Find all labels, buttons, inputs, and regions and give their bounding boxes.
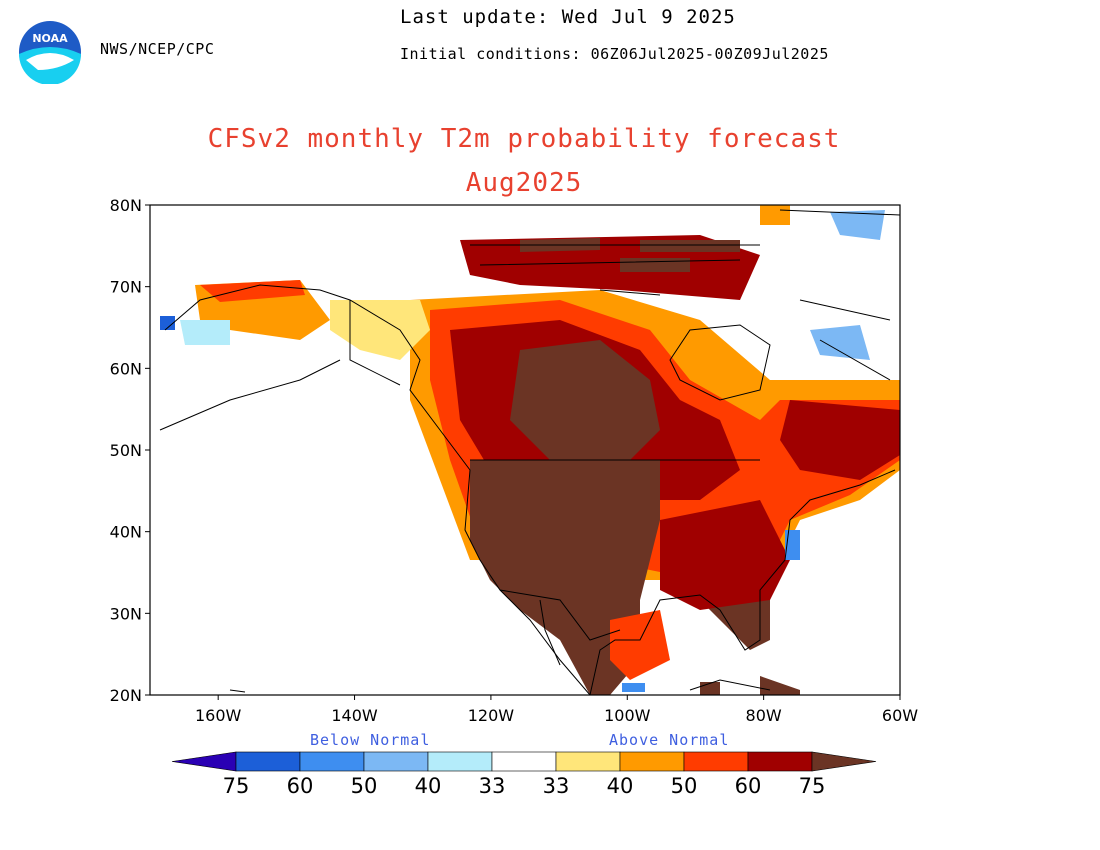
region-arctic-brown [520,238,740,272]
lat-tick-label: 60N [110,359,142,378]
coastlines [159,209,900,695]
region-above-50-mexico [610,610,670,680]
lat-tick-label: 40N [110,523,142,542]
legend-value: 50 [351,774,378,798]
lon-tick-label: 120W [468,706,515,725]
legend-swatch [491,751,557,772]
lat-tick-label: 80N [110,196,142,215]
chart-title: CFSv2 monthly T2m probability forecast [207,124,841,154]
legend-swatch [683,751,749,772]
legend-value: 75 [223,774,250,798]
lat-tick-label: 50N [110,441,142,460]
legend-value: 60 [287,774,314,798]
legend-value: 60 [735,774,762,798]
legend-value: 40 [607,774,634,798]
lat-tick-label: 70N [110,278,142,297]
lat-tick-label: 20N [110,686,142,705]
lon-tick-label: 60W [882,706,918,725]
latitude-axis: 80N 70N 60N 50N 40N 30N 20N [110,196,150,705]
region-above-75-canada [510,340,660,470]
region-alaska-strong-below [160,316,175,330]
legend-value: 40 [415,774,442,798]
legend-below-label: Below Normal [310,731,431,749]
legend-value: 33 [543,774,570,798]
legend-swatch [619,751,685,772]
lon-tick-label: 80W [746,706,782,725]
legend-swatch [235,751,301,772]
region-above-60-southeast [660,500,790,610]
region-caribbean-above [700,676,800,695]
lon-tick-label: 100W [604,706,651,725]
legend-value: 50 [671,774,698,798]
chart-subtitle-month: Aug2025 [465,168,583,198]
legend-swatch-above-75 [811,751,877,772]
probability-field [160,205,900,695]
agency-label: NWS/NCEP/CPC [100,40,215,58]
lat-tick-label: 30N [110,604,142,623]
legend-value: 75 [799,774,826,798]
region-greenland-above [760,205,790,225]
region-above-60-east [780,400,900,480]
region-alaska-above-50 [200,280,305,302]
legend-swatch [555,751,621,772]
region-alaska-light [330,300,430,360]
noaa-logo: NOAA [19,21,81,84]
last-update-text: Last update: Wed Jul 9 2025 [400,6,736,28]
lon-tick-label: 160W [195,706,242,725]
legend-above-label: Above Normal [609,731,730,749]
logo-text: NOAA [32,32,68,45]
legend-colorbar: 75 60 50 40 33 33 40 50 60 75 [171,751,877,798]
legend-swatch [747,751,813,772]
initial-conditions-text: Initial conditions: 06Z06Jul2025-00Z09Ju… [400,45,829,63]
region-alaska-below [180,320,230,345]
longitude-axis: 160W 140W 120W 100W 80W 60W [195,695,918,725]
lon-tick-label: 140W [331,706,378,725]
legend-swatch [363,751,429,772]
legend-swatch [299,751,365,772]
legend-value: 33 [479,774,506,798]
legend-swatch-below-75 [171,751,237,772]
legend-swatch [427,751,493,772]
region-greenland-below [810,210,885,360]
